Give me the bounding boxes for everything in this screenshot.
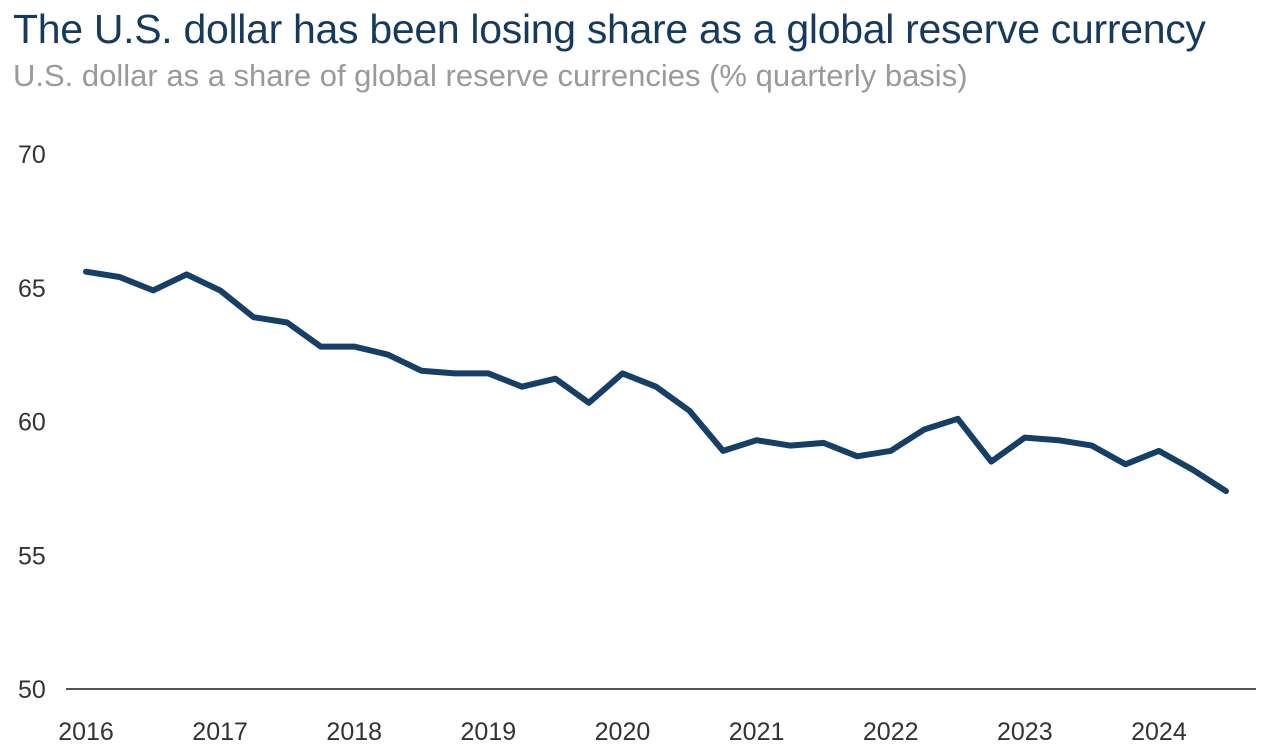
y-tick-label: 55 — [18, 542, 46, 570]
chart-title: The U.S. dollar has been losing share as… — [13, 6, 1206, 52]
x-tick-label: 2019 — [461, 718, 517, 746]
series-line — [83, 268, 1229, 495]
y-tick-labels: 70 65 60 55 50 — [18, 141, 46, 704]
x-tick-label: 2022 — [863, 718, 919, 746]
y-tick-label: 60 — [18, 409, 46, 437]
x-tick-label: 2018 — [326, 718, 382, 746]
x-tick-label: 2023 — [997, 718, 1053, 746]
y-tick-label: 50 — [18, 676, 46, 704]
x-tick-label: 2021 — [729, 718, 785, 746]
x-tick-label: 2017 — [192, 718, 248, 746]
y-tick-label: 65 — [18, 275, 46, 303]
y-tick-label: 70 — [18, 141, 46, 169]
x-tick-label: 2024 — [1131, 718, 1187, 746]
x-tick-label: 2020 — [595, 718, 651, 746]
x-tick-label: 2016 — [58, 718, 114, 746]
x-tick-labels: 2016 2017 2018 2019 2020 2021 2022 2023 2024 — [58, 718, 1187, 746]
chart-subtitle: U.S. dollar as a share of global reserve… — [13, 58, 968, 93]
